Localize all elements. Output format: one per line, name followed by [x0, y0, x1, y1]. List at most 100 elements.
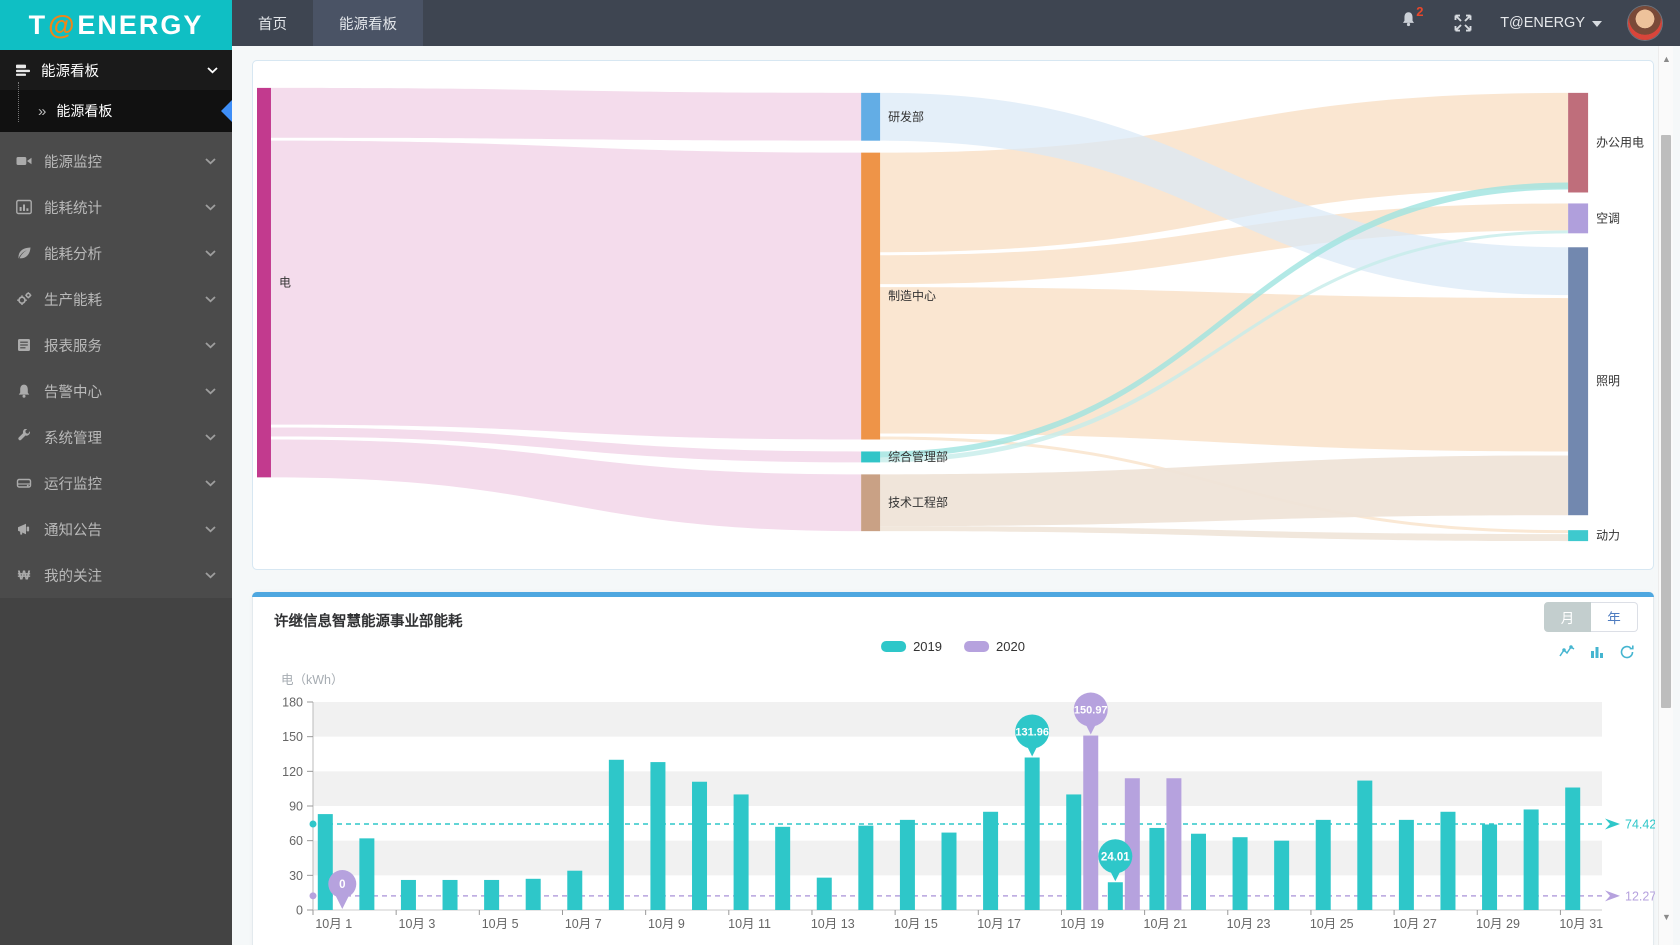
user-menu[interactable]: T@ENERGY [1500, 15, 1602, 31]
legend-item-2020[interactable]: 2020 [964, 639, 1025, 654]
sidebar-item-7[interactable]: 运行监控 [0, 460, 232, 506]
scrollbar-thumb[interactable] [1661, 135, 1671, 708]
bar-2019-10月 12[interactable] [775, 826, 791, 910]
scroll-up-icon[interactable]: ▲ [1662, 54, 1671, 64]
app-logo: T @ ENERGY [0, 0, 232, 50]
sidebar-item-5[interactable]: 告警中心 [0, 368, 232, 414]
panel-title: 许继信息智慧能源事业部能耗 [274, 614, 463, 630]
sankey-node-0[interactable] [256, 87, 271, 478]
tab-energy-board[interactable]: 能源看板 [313, 0, 423, 46]
scroll-down-icon[interactable]: ▼ [1662, 912, 1671, 922]
sidebar-item-energy-board[interactable]: 能源看板 [0, 50, 232, 90]
sidebar-item-8[interactable]: 通知公告 [0, 506, 232, 552]
sankey-node-5[interactable] [1568, 92, 1589, 193]
bar-chart-icon[interactable] [1588, 643, 1605, 660]
sankey-node-7[interactable] [1568, 247, 1589, 516]
bar-2019-10月 2[interactable] [359, 838, 375, 910]
sidebar-item-3[interactable]: 生产能耗 [0, 276, 232, 322]
svg-text:24.01: 24.01 [1101, 851, 1130, 863]
bar-2019-10月 9[interactable] [650, 762, 666, 910]
bar-2019-10月 11[interactable] [733, 794, 749, 910]
gears-icon [15, 291, 32, 308]
bar-2019-10月 8[interactable] [608, 759, 624, 910]
sankey-link-10[interactable] [880, 92, 1569, 296]
bar-2019-10月 25[interactable] [1315, 819, 1331, 910]
sidebar-item-label: 能耗统计 [44, 200, 102, 217]
bar-2019-10月 13[interactable] [816, 877, 832, 910]
sankey-link-0[interactable] [270, 87, 862, 141]
sidebar-item-6[interactable]: 系统管理 [0, 414, 232, 460]
bar-2019-10月 16[interactable] [941, 832, 957, 910]
bar-2019-10月 20[interactable] [1107, 882, 1123, 910]
svg-text:₩: ₩ [17, 568, 30, 583]
sankey-link-11[interactable] [880, 182, 1569, 458]
bar-2019-10月 28[interactable] [1440, 811, 1456, 910]
bar-2019-10月 22[interactable] [1190, 833, 1206, 910]
chevron-down-icon [205, 291, 216, 307]
legend-label: 2019 [913, 639, 942, 654]
sankey-node-4[interactable] [861, 474, 881, 532]
bar-2019-10月 15[interactable] [899, 819, 915, 910]
bar-2019-10月 4[interactable] [442, 879, 458, 910]
sankey-link-5[interactable] [880, 203, 1569, 285]
toggle-year-button[interactable]: 年 [1591, 602, 1638, 632]
bar-2019-10月 14[interactable] [858, 825, 874, 910]
sankey-link-12[interactable] [880, 230, 1569, 463]
bar-2019-10月 31[interactable] [1565, 787, 1581, 910]
bar-2019-10月 19[interactable] [1066, 794, 1082, 910]
bar-2019-10月 10[interactable] [692, 781, 708, 910]
vertical-scrollbar[interactable]: ▲ ▼ [1658, 46, 1673, 945]
bar-2019-10月 5[interactable] [484, 879, 500, 910]
sankey-link-2[interactable] [270, 427, 862, 463]
sidebar-item-label: 能源看板 [41, 63, 99, 80]
bar-2019-10月 18[interactable] [1024, 757, 1040, 910]
bar-2019-10月 26[interactable] [1357, 780, 1373, 910]
bar-2019-10月 24[interactable] [1274, 840, 1290, 910]
fullscreen-icon[interactable] [1452, 12, 1474, 34]
logo-text-t: T [28, 9, 48, 40]
sankey-node-1[interactable] [861, 92, 881, 141]
sankey-node-8[interactable] [1568, 530, 1589, 542]
sankey-link-1[interactable] [270, 140, 862, 440]
sankey-node-3[interactable] [861, 451, 881, 463]
sidebar-item-label: 系统管理 [44, 430, 102, 447]
sankey-link-8[interactable] [880, 455, 1569, 527]
toggle-month-button[interactable]: 月 [1544, 602, 1591, 632]
sidebar-item-4[interactable]: 报表服务 [0, 322, 232, 368]
bar-2019-10月 3[interactable] [400, 879, 416, 910]
bar-2019-10月 29[interactable] [1482, 824, 1498, 910]
bar-2019-10月 21[interactable] [1149, 827, 1165, 910]
avatar[interactable] [1628, 6, 1662, 40]
legend-item-2019[interactable]: 2019 [881, 639, 942, 654]
bar-2019-10月 30[interactable] [1523, 809, 1539, 910]
notification-bell-button[interactable]: 2 [1400, 4, 1426, 36]
sidebar-item-9[interactable]: ₩ 我的关注 [0, 552, 232, 598]
bar-2019-10月 17[interactable] [983, 811, 999, 910]
sidebar-item-1[interactable]: 能耗统计 [0, 184, 232, 230]
sankey-node-label: 空调 [1596, 211, 1620, 225]
sankey-node-label: 电 [279, 276, 291, 290]
bar-2020-10月 19[interactable] [1083, 735, 1099, 910]
bar-2020-10月 21[interactable] [1166, 778, 1182, 910]
tab-home[interactable]: 首页 [258, 16, 287, 33]
bar-2019-10月 6[interactable] [525, 878, 541, 910]
active-pointer-icon [221, 100, 232, 122]
bar-2019-10月 1[interactable] [317, 814, 333, 910]
sidebar-item-2[interactable]: 能耗分析 [0, 230, 232, 276]
sankey-node-2[interactable] [861, 152, 881, 440]
line-chart-icon[interactable] [1558, 643, 1575, 660]
chevron-down-icon [205, 199, 216, 215]
refresh-icon[interactable] [1618, 643, 1635, 660]
bar-2019-10月 23[interactable] [1232, 837, 1248, 910]
sankey-link-3[interactable] [270, 439, 862, 532]
sankey-node-6[interactable] [1568, 203, 1589, 234]
bar-2019-10月 27[interactable] [1398, 819, 1414, 910]
bar-2019-10月 7[interactable] [567, 870, 583, 910]
sidebar-item-0[interactable]: 能源监控 [0, 138, 232, 184]
sankey-link-6[interactable] [880, 287, 1569, 452]
sidebar-subitem-energy-board[interactable]: » 能源看板 [0, 82, 232, 132]
bar-2020-10月 20[interactable] [1124, 778, 1140, 910]
sankey-link-9[interactable] [880, 526, 1569, 542]
chevron-down-icon [207, 62, 218, 78]
sidebar-item-label: 通知公告 [44, 522, 102, 539]
